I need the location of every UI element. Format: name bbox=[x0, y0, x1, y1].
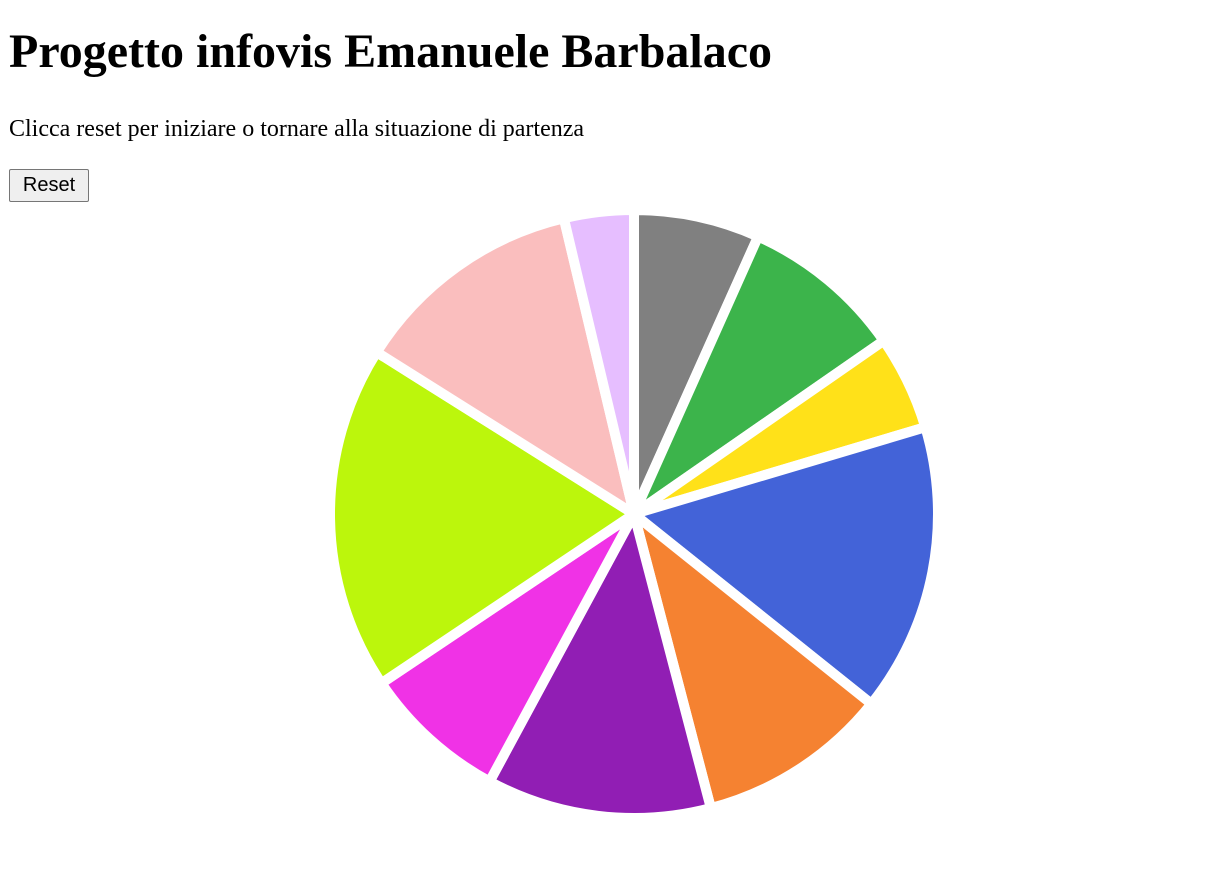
pie-slice-7[interactable] bbox=[374, 509, 639, 789]
pie-slice-2[interactable] bbox=[622, 229, 891, 529]
pie-slice-10[interactable] bbox=[557, 204, 639, 516]
reset-button[interactable]: Reset bbox=[9, 169, 89, 202]
pie-slice-8[interactable] bbox=[325, 345, 644, 691]
pie-slice-9[interactable] bbox=[369, 212, 642, 525]
page-title: Progetto infovis Emanuele Barbalaco bbox=[9, 25, 773, 78]
pie-slice-4[interactable] bbox=[623, 420, 943, 711]
instructions-text: Clicca reset per iniziare o tornare alla… bbox=[9, 116, 585, 142]
pie-slice-6[interactable] bbox=[482, 500, 717, 823]
